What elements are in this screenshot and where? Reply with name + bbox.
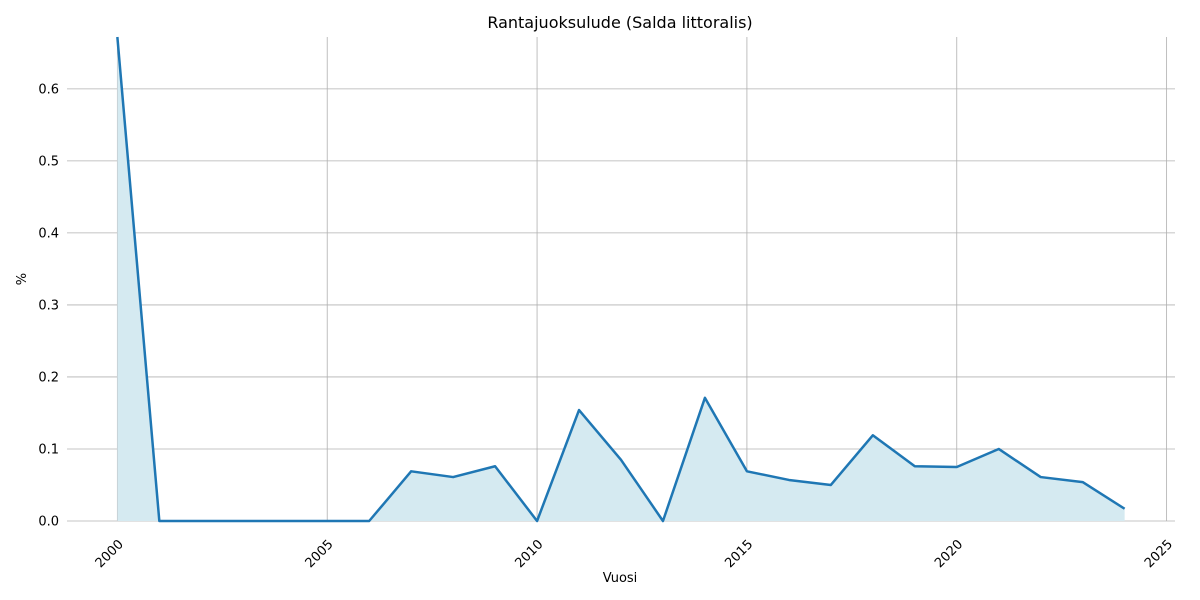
chart-title: Rantajuoksulude (Salda littoralis): [487, 13, 752, 32]
x-tick-label: 2025: [1142, 537, 1176, 571]
x-tick-label: 2020: [932, 537, 966, 571]
x-tick-label: 2010: [512, 537, 546, 571]
y-tick-label: 0.2: [38, 370, 59, 385]
y-tick-label: 0.4: [38, 226, 59, 241]
y-tick-label: 0.1: [38, 442, 59, 457]
area-fill: [117, 37, 1125, 521]
x-tick-label: 2015: [722, 537, 756, 571]
x-tick-label: 2000: [93, 537, 127, 571]
x-axis-label: Vuosi: [603, 571, 638, 586]
y-tick-label: 0.3: [38, 298, 59, 313]
x-tick-label: 2005: [303, 537, 337, 571]
y-tick-label: 0.6: [38, 82, 59, 97]
y-tick-label: 0.0: [38, 515, 59, 530]
y-tick-label: 0.5: [38, 154, 59, 169]
line: [116, 36, 1126, 523]
y-axis-label: %: [15, 273, 30, 285]
